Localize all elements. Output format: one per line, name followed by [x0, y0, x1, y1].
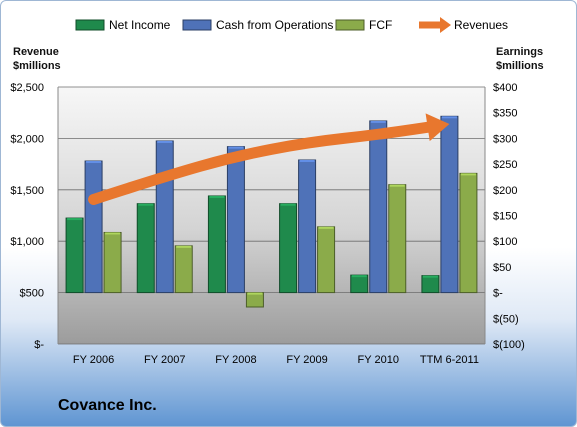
left-tick-label: $-: [34, 339, 44, 351]
left-axis-title-line-2: $millions: [13, 60, 61, 72]
bar-highlight: [460, 173, 476, 176]
bar-highlight: [389, 184, 405, 187]
bar: [369, 120, 388, 294]
bar-highlight: [228, 146, 244, 149]
bar: [459, 172, 478, 294]
legend-swatch: [182, 19, 212, 31]
left-tick-label: $500: [20, 288, 44, 300]
right-tick-label: $(100): [493, 339, 525, 351]
bar: [136, 203, 155, 294]
bar-highlight: [351, 275, 367, 278]
bar: [298, 159, 317, 294]
bar-highlight: [422, 275, 438, 278]
bar: [226, 146, 245, 294]
bar: [65, 217, 84, 294]
bar: [350, 274, 369, 294]
right-tick-label: $100: [493, 236, 517, 248]
bar-highlight: [280, 203, 296, 206]
bar-highlight: [318, 226, 334, 229]
right-tick-label: $300: [493, 133, 517, 145]
bar: [103, 231, 122, 294]
x-tick-label: FY 2006: [73, 354, 114, 366]
bar: [388, 184, 407, 294]
x-tick-label: TTM 6-2011: [420, 354, 479, 366]
left-tick-label: $1,000: [10, 236, 44, 248]
bar: [421, 275, 440, 294]
left-axis-title: Revenue $millions: [13, 45, 61, 73]
right-axis-title-line-1: Earnings: [496, 46, 544, 58]
legend-label: Revenues: [454, 18, 508, 32]
left-axis-title-line-1: Revenue: [13, 46, 59, 58]
legend-label: Cash from Operations: [216, 18, 333, 32]
bar-highlight: [299, 159, 315, 162]
bar-highlight: [157, 140, 173, 143]
bar: [207, 195, 226, 294]
legend-swatch: [335, 19, 365, 31]
right-axis-title: Earnings $millions: [496, 45, 544, 73]
x-tick-label: FY 2009: [286, 354, 327, 366]
bar-highlight: [86, 161, 102, 164]
bar: [84, 160, 103, 294]
bar: [155, 140, 174, 294]
bar-highlight: [370, 120, 386, 123]
chart-title: Covance Inc.: [58, 397, 157, 414]
bar-highlight: [105, 232, 121, 235]
bar-highlight: [176, 245, 192, 248]
right-tick-label: $200: [493, 185, 517, 197]
left-tick-label: $2,500: [10, 82, 44, 94]
right-tick-label: $-: [493, 288, 503, 300]
bar: [279, 203, 298, 294]
bar: [317, 226, 336, 294]
revenue-arrow-line: [88, 120, 440, 205]
legend-label: FCF: [369, 18, 392, 32]
legend-swatch: [75, 19, 105, 31]
right-tick-label: $150: [493, 211, 517, 223]
legend-arrow-head: [440, 17, 451, 33]
right-tick-label: $350: [493, 108, 517, 120]
bar: [440, 115, 459, 294]
bar-highlight: [67, 218, 83, 221]
right-tick-label: $400: [493, 82, 517, 94]
bar-highlight: [247, 292, 263, 295]
bar-highlight: [441, 116, 457, 119]
right-tick-label: $250: [493, 159, 517, 171]
x-tick-label: FY 2010: [358, 354, 399, 366]
left-tick-label: $1,500: [10, 185, 44, 197]
x-tick-label: FY 2007: [144, 354, 185, 366]
right-tick-label: $50: [493, 262, 511, 274]
left-tick-label: $2,000: [10, 133, 44, 145]
right-tick-label: $(50): [493, 313, 519, 325]
revenue-arrow-head: [425, 113, 450, 142]
bar: [174, 245, 193, 294]
bar-highlight: [138, 203, 154, 206]
bar: [245, 292, 264, 308]
x-tick-label: FY 2008: [215, 354, 256, 366]
right-axis-title-line-2: $millions: [496, 60, 544, 72]
legend-label: Net Income: [109, 18, 171, 32]
bar-highlight: [209, 195, 225, 198]
